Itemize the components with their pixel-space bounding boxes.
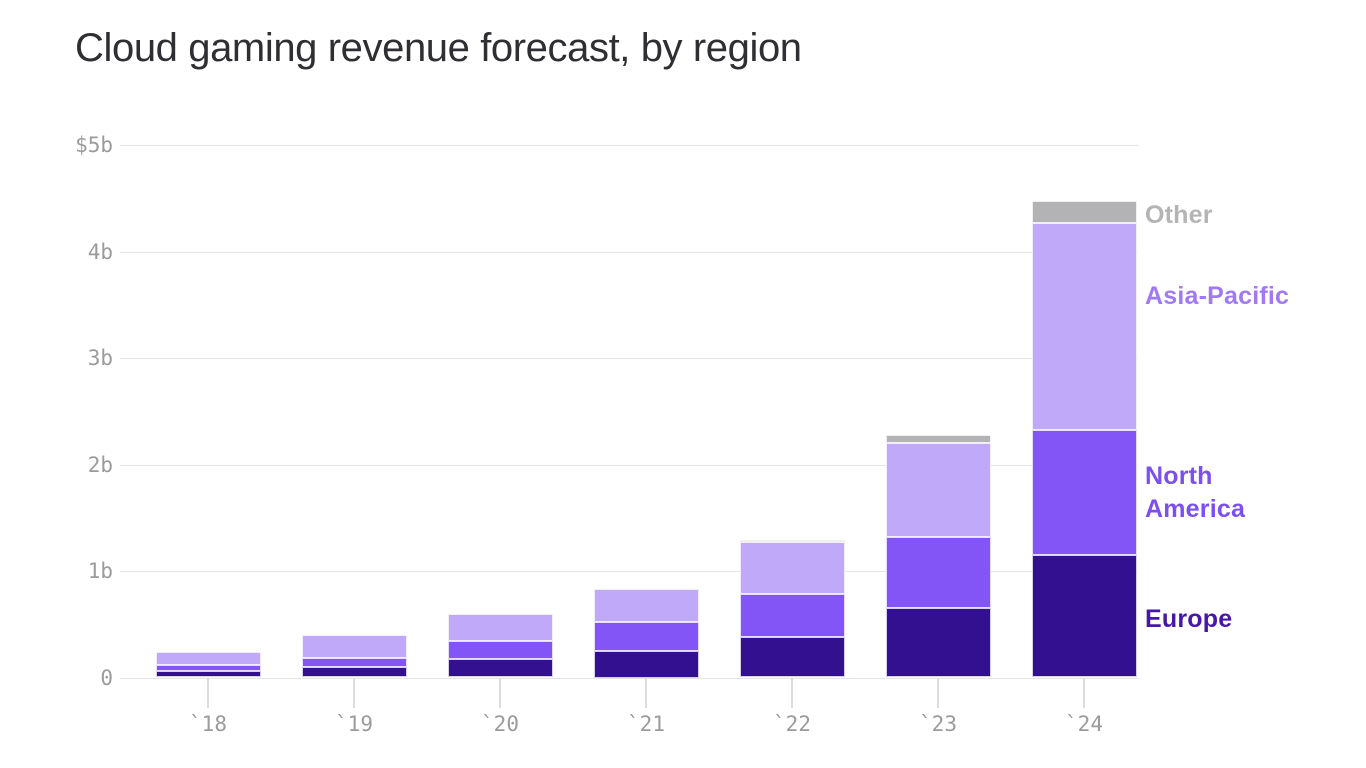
x-tick--20 bbox=[499, 678, 501, 708]
x-tick--18 bbox=[207, 678, 209, 708]
bar-segment--24-north-america[interactable] bbox=[1031, 430, 1137, 555]
bar-segment--21-north-america[interactable] bbox=[593, 622, 699, 651]
gridline-1b bbox=[120, 571, 1138, 572]
bar-segment--21-asia-pacific[interactable] bbox=[593, 589, 699, 623]
y-axis-label-0: 0 bbox=[100, 665, 113, 690]
bar-segment--18-north-america[interactable] bbox=[155, 664, 261, 672]
y-axis-label-2b: 2b bbox=[87, 452, 113, 477]
bar-segment--21-europe[interactable] bbox=[593, 650, 699, 678]
x-axis-label--20: `20 bbox=[481, 712, 519, 736]
x-tick--24 bbox=[1083, 678, 1085, 708]
bar-segment--20-asia-pacific[interactable] bbox=[447, 613, 553, 642]
bar-segment--20-north-america[interactable] bbox=[447, 641, 553, 660]
gridline--5b bbox=[120, 145, 1138, 146]
bar-segment--22-europe[interactable] bbox=[739, 637, 845, 678]
bar-segment--19-north-america[interactable] bbox=[301, 658, 407, 667]
x-axis-label--22: `22 bbox=[773, 712, 811, 736]
gridline-0 bbox=[120, 677, 1138, 679]
x-axis-label--21: `21 bbox=[627, 712, 665, 736]
x-tick--21 bbox=[645, 678, 647, 708]
x-tick--19 bbox=[353, 678, 355, 708]
x-tick--23 bbox=[937, 678, 939, 708]
bar-segment--23-north-america[interactable] bbox=[885, 536, 991, 609]
y-axis-label-1b: 1b bbox=[87, 559, 113, 583]
bar-segment--23-other[interactable] bbox=[885, 434, 991, 444]
bar-segment--18-europe[interactable] bbox=[155, 671, 261, 678]
y-axis-label-3b: 3b bbox=[87, 346, 113, 370]
gridline-4b bbox=[120, 251, 1138, 253]
bar-segment--24-asia-pacific[interactable] bbox=[1031, 222, 1137, 431]
x-tick--22 bbox=[791, 678, 793, 708]
legend-item-asia-pacific: Asia-Pacific bbox=[1145, 282, 1290, 310]
gridline-2b bbox=[120, 464, 1138, 466]
gridline-3b bbox=[120, 358, 1138, 359]
legend-item-north-america: North America bbox=[1145, 462, 1246, 523]
y-axis-label--5b: $5b bbox=[75, 133, 113, 157]
legend-item-europe: Europe bbox=[1145, 605, 1233, 633]
bar-segment--20-europe[interactable] bbox=[447, 659, 553, 678]
bar-segment--22-other[interactable] bbox=[739, 540, 845, 543]
bar-segment--18-asia-pacific[interactable] bbox=[155, 651, 261, 665]
bar-segment--23-europe[interactable] bbox=[885, 608, 991, 678]
bar-segment--22-north-america[interactable] bbox=[739, 594, 845, 638]
bar-segment--19-europe[interactable] bbox=[301, 666, 407, 678]
y-axis-label-4b: 4b bbox=[87, 239, 113, 264]
bar-segment--24-europe[interactable] bbox=[1031, 555, 1137, 678]
x-axis-label--23: `23 bbox=[919, 712, 957, 736]
bar-segment--23-asia-pacific[interactable] bbox=[885, 443, 991, 537]
x-axis-label--19: `19 bbox=[335, 712, 373, 736]
legend-item-other: Other bbox=[1145, 201, 1213, 229]
chart-title: Cloud gaming revenue forecast, by region bbox=[75, 26, 802, 70]
bar-segment--22-asia-pacific[interactable] bbox=[739, 542, 845, 595]
bar-segment--24-other[interactable] bbox=[1031, 201, 1137, 223]
x-axis-label--24: `24 bbox=[1065, 712, 1103, 736]
x-axis-label--18: `18 bbox=[189, 712, 227, 736]
bar-segment--19-asia-pacific[interactable] bbox=[301, 634, 407, 659]
